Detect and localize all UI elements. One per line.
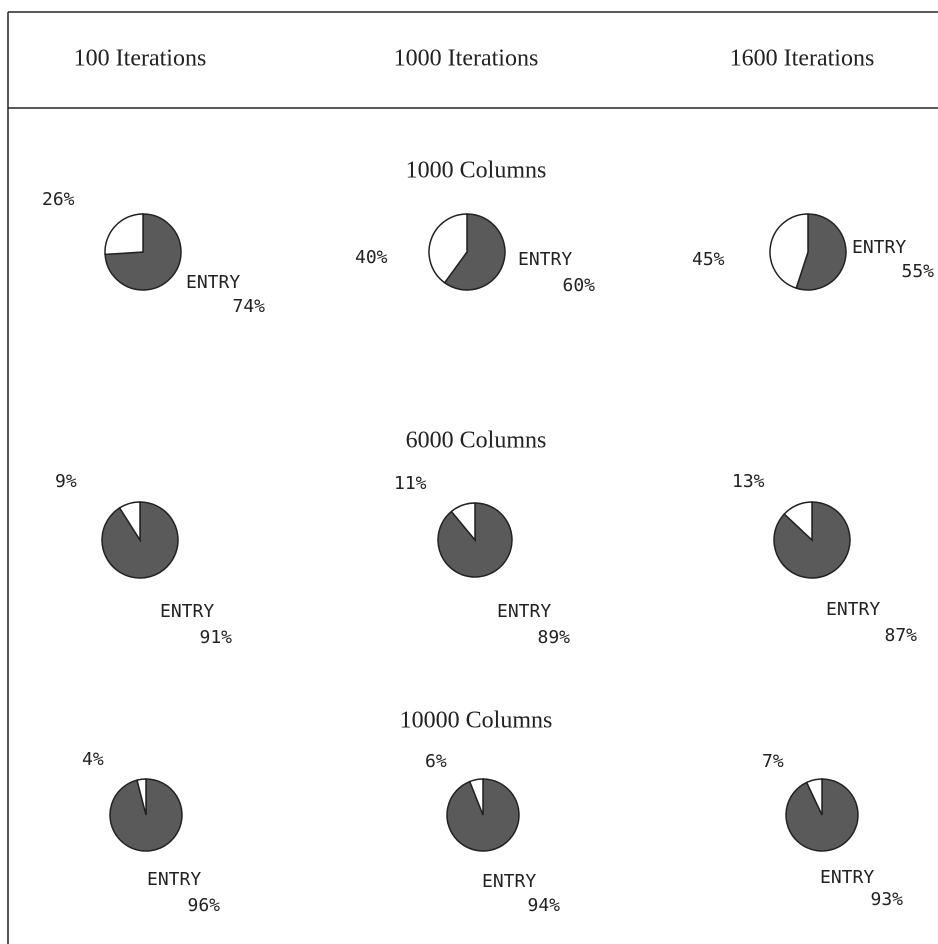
- slice-label: 93%: [870, 889, 903, 910]
- pie-slice: [468, 778, 484, 816]
- section-title: 6000 Columns: [406, 428, 547, 454]
- slice-category: ENTRY: [497, 601, 551, 622]
- pie-slice: [769, 213, 809, 290]
- pie-slice: [104, 213, 144, 256]
- slice-category: ENTRY: [826, 599, 880, 620]
- pie-slice: [428, 213, 468, 284]
- pie-slice: [805, 778, 823, 816]
- slice-label: 7%: [762, 751, 784, 772]
- slice-category: ENTRY: [518, 249, 572, 270]
- section-title: 10000 Columns: [400, 708, 553, 734]
- column-header: 1600 Iterations: [730, 46, 875, 72]
- slice-label: 9%: [55, 471, 77, 492]
- slice-label: 45%: [692, 249, 725, 270]
- slice-label: 26%: [42, 189, 75, 210]
- slice-label: 94%: [527, 895, 560, 916]
- pie-slice: [443, 213, 506, 291]
- column-header: 100 Iterations: [74, 46, 207, 72]
- slice-category: ENTRY: [852, 237, 906, 258]
- pie-slice: [136, 778, 147, 816]
- pie-slice: [118, 501, 141, 543]
- slice-label: 13%: [732, 471, 765, 492]
- pie-slice: [783, 501, 813, 542]
- slice-category: ENTRY: [820, 867, 874, 888]
- slice-label: 11%: [394, 473, 427, 494]
- slice-label: 60%: [562, 275, 595, 296]
- column-header: 1000 Iterations: [394, 46, 539, 72]
- slice-label: 89%: [537, 627, 570, 648]
- slice-category: ENTRY: [160, 601, 214, 622]
- slice-label: 96%: [187, 895, 220, 916]
- slice-label: 91%: [199, 627, 232, 648]
- slice-label: 40%: [355, 247, 388, 268]
- slice-label: 4%: [82, 749, 104, 770]
- slice-label: 6%: [425, 751, 447, 772]
- slice-label: 87%: [884, 625, 917, 646]
- slice-label: 74%: [232, 296, 265, 317]
- pie-slice: [450, 502, 476, 543]
- section-title: 1000 Columns: [406, 158, 547, 184]
- slice-label: 55%: [901, 261, 934, 282]
- slice-category: ENTRY: [482, 871, 536, 892]
- slice-category: ENTRY: [147, 869, 201, 890]
- slice-category: ENTRY: [186, 272, 240, 293]
